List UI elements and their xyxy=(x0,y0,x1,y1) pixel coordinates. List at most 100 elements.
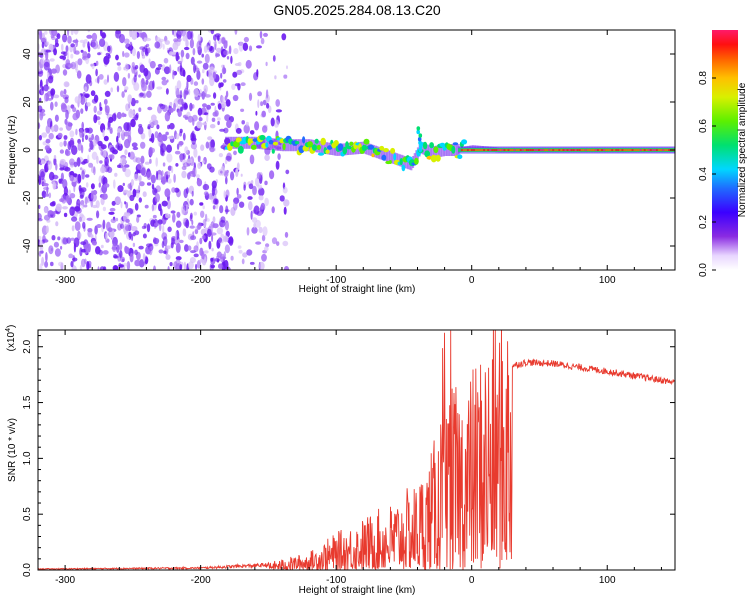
noise-blob xyxy=(174,231,178,241)
noise-blob xyxy=(131,30,138,40)
carrier-core xyxy=(597,149,599,151)
carrier-core xyxy=(645,149,648,151)
snr-frame xyxy=(37,329,676,571)
ridge-blob xyxy=(259,134,266,141)
noise-blob xyxy=(209,147,215,153)
noise-blob xyxy=(148,127,152,138)
noise-blob xyxy=(175,51,179,62)
noise-blob xyxy=(56,33,61,40)
noise-blob xyxy=(87,154,90,164)
noise-blob xyxy=(40,171,45,181)
noise-blob xyxy=(77,58,83,66)
noise-blob xyxy=(175,259,181,266)
noise-blob xyxy=(38,68,42,72)
noise-blob xyxy=(107,227,113,233)
carrier-core xyxy=(647,149,650,151)
noise-blob xyxy=(221,37,226,45)
noise-blob xyxy=(203,45,208,53)
carrier-core xyxy=(485,149,488,151)
carrier-core xyxy=(505,149,508,151)
noise-blob xyxy=(87,53,91,59)
ridge-blob xyxy=(451,145,456,154)
noise-blob xyxy=(202,205,205,210)
noise-blob xyxy=(65,194,70,204)
noise-blob xyxy=(248,92,253,101)
noise-blob xyxy=(115,30,122,39)
noise-blob xyxy=(127,72,131,79)
noise-blob xyxy=(70,260,74,268)
carrier-core xyxy=(515,149,518,151)
ridge-band xyxy=(278,138,281,151)
noise-blob xyxy=(99,166,106,174)
noise-blob xyxy=(98,182,102,188)
noise-blob xyxy=(148,146,153,157)
noise-blob xyxy=(183,261,187,270)
carrier-core xyxy=(473,149,475,151)
noise-blob xyxy=(75,109,81,119)
noise-blob xyxy=(226,119,232,129)
noise-blob xyxy=(264,154,270,161)
noise-blob xyxy=(69,158,75,166)
carrier-core xyxy=(499,149,502,151)
noise-blob xyxy=(91,151,98,160)
noise-blob xyxy=(155,157,158,167)
noise-blob xyxy=(154,67,160,75)
noise-blob xyxy=(52,181,57,190)
noise-blob xyxy=(77,200,81,204)
noise-blob xyxy=(124,86,129,91)
noise-blob xyxy=(158,249,164,254)
noise-blob xyxy=(180,49,185,58)
carrier-core xyxy=(527,149,530,151)
noise-blob xyxy=(161,200,168,207)
noise-blob xyxy=(259,261,265,270)
carrier-core xyxy=(556,149,559,151)
noise-blob xyxy=(182,132,186,141)
noise-blob xyxy=(73,237,80,248)
noise-blob xyxy=(220,233,224,239)
noise-blob xyxy=(221,96,225,103)
noise-blob xyxy=(202,160,205,164)
noise-blob xyxy=(199,116,202,121)
carrier-core xyxy=(497,149,500,151)
noise-blob xyxy=(82,221,86,229)
ridge-band xyxy=(288,139,291,152)
noise-blob xyxy=(165,88,169,95)
noise-blob xyxy=(38,250,42,257)
noise-blob xyxy=(38,105,43,113)
noise-blob xyxy=(102,250,109,255)
noise-blob xyxy=(275,109,282,113)
noise-blob xyxy=(95,246,101,255)
ridge-blob xyxy=(333,140,339,147)
carrier-core xyxy=(519,149,522,151)
spike-blob xyxy=(418,147,423,153)
noise-blob xyxy=(48,171,55,181)
noise-blob xyxy=(70,43,75,48)
noise-blob xyxy=(176,242,181,253)
noise-blob xyxy=(172,213,176,223)
carrier-core xyxy=(501,149,504,151)
ridge-band xyxy=(260,137,263,150)
noise-blob xyxy=(53,124,59,132)
noise-blob xyxy=(129,151,135,160)
noise-blob xyxy=(49,210,55,215)
carrier-core xyxy=(639,149,642,151)
noise-blob xyxy=(60,245,63,250)
carrier-core xyxy=(599,149,601,151)
noise-blob xyxy=(211,117,216,123)
carrier-core xyxy=(546,149,548,151)
snr-y-scale-base: (x10 xyxy=(6,331,17,351)
noise-blob xyxy=(136,216,140,223)
y-tick-label: 20 xyxy=(22,96,33,108)
noise-blob xyxy=(71,225,75,232)
noise-blob xyxy=(180,62,182,73)
noise-blob xyxy=(216,259,220,263)
ridge-band xyxy=(325,142,328,155)
noise-blob xyxy=(191,219,194,226)
noise-blob xyxy=(242,42,249,51)
ridge-blob xyxy=(279,138,285,144)
carrier-core xyxy=(601,149,603,151)
noise-blob xyxy=(69,206,75,216)
carrier-core xyxy=(607,149,609,151)
ridge-blob xyxy=(325,149,330,154)
ridge-blob xyxy=(237,145,244,154)
